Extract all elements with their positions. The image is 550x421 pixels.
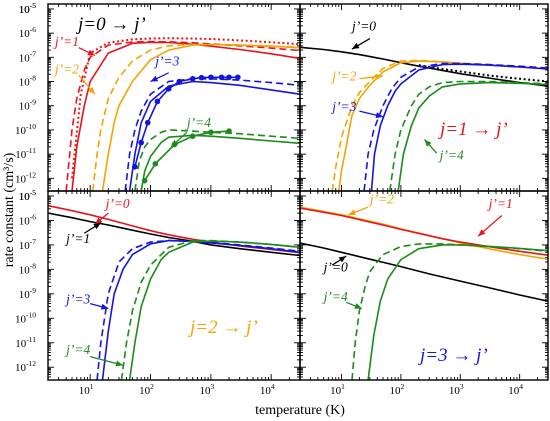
series-label: j’=4	[322, 289, 348, 304]
series-line-j3-solid	[101, 239, 300, 380]
y-tick-label: 10-6	[19, 25, 36, 40]
x-tick-label: 103	[449, 382, 464, 397]
annotation-arrowhead	[354, 303, 362, 309]
series-line-j0-dotted	[418, 64, 548, 83]
series-line-j0-solid	[48, 212, 300, 257]
series-label: j’=1	[64, 231, 90, 246]
y-tick-label: 10-10	[15, 122, 36, 137]
series-label: j’=0	[350, 18, 376, 33]
series-line-j1-solid	[300, 207, 548, 256]
series-label: j’=3	[153, 54, 179, 69]
series-line-j1-solid	[71, 41, 300, 191]
annotation-arrowhead	[87, 49, 95, 56]
series-label: j’=4	[185, 115, 211, 130]
series-line-j4-solid	[367, 244, 548, 380]
series-label: j’=4	[438, 148, 464, 163]
annotation-arrowhead	[100, 303, 109, 310]
x-tick-label: 103	[199, 382, 214, 397]
series-label: j’=1	[487, 196, 513, 211]
series-line-j4-solid	[397, 81, 548, 191]
y-tick-label: 10-8	[19, 261, 36, 276]
y-tick-label: 10-7	[19, 237, 36, 252]
panel-bottom-left: 101 102 103 104 10-12 10-11 10-10 10-9 10-8 10-7 1…	[15, 188, 301, 397]
y-tick-label: 10-11	[15, 146, 36, 161]
series-line-j0-solid	[300, 46, 548, 87]
panel-title: j=2 → j’	[187, 317, 258, 338]
annotation-arrowhead	[88, 86, 95, 95]
annotation-arrowhead	[115, 360, 124, 367]
series-label: j’=0	[322, 260, 348, 275]
data-point-j3	[132, 163, 138, 170]
series-label: j’=4	[64, 342, 90, 357]
y-tick-label: 10-12	[15, 170, 36, 185]
series-line-j4-dashed	[351, 243, 548, 380]
y-tick-label: 10-6	[19, 212, 36, 227]
y-tick-label: 10-9	[19, 286, 36, 301]
series-line-j4-dashed	[120, 239, 300, 380]
x-tick-label: 104	[260, 382, 275, 397]
panel-frame	[299, 190, 549, 381]
marker-line-j4	[144, 130, 230, 182]
y-tick-label: 10-10	[15, 310, 36, 325]
series-label: j’=0	[104, 196, 130, 211]
series-label: j’=3	[330, 99, 356, 114]
annotation-arrowhead	[375, 73, 384, 80]
y-tick-label: 10-8	[19, 74, 36, 89]
panel-top-left: 10-1210-1110-1010-910-810-710-610-510-5j…	[15, 1, 301, 192]
series-line-j3-dashed	[363, 62, 548, 191]
series-label: j’=2	[53, 61, 79, 76]
annotation-arrowhead	[338, 256, 347, 263]
series-line-j0-solid	[300, 242, 548, 302]
y-tick-label: 10-12	[15, 359, 36, 374]
x-tick-label: 101	[79, 382, 94, 397]
x-tick-label: 101	[330, 382, 345, 397]
marker-line-j3	[134, 76, 238, 168]
series-line-j3-dashed	[124, 78, 300, 191]
annotation-arrowhead	[93, 222, 101, 230]
y-tick-label: 10-7	[19, 49, 36, 64]
y-tick-label: 10-11	[15, 335, 36, 350]
series-line-j4-dashed	[389, 80, 548, 191]
series-line-j4-dashed	[134, 129, 300, 191]
y-tick-label: 10-5	[19, 188, 36, 203]
series-line-j4-solid	[128, 240, 300, 380]
annotation-arrowhead	[375, 112, 384, 119]
y-tick-label: 10-5	[19, 1, 36, 16]
series-line-j3-solid	[370, 63, 548, 191]
annotation-arrowhead	[171, 139, 179, 147]
panel-title: j=0 → j’	[75, 14, 146, 35]
series-line-j2-solid	[101, 43, 300, 191]
panel-title: j=3 → j’	[417, 345, 488, 366]
series-label: j’=1	[53, 34, 79, 49]
annotation-arrowhead	[424, 139, 432, 147]
series-label: j’=2	[330, 69, 356, 84]
panel-top-right: j’=0 j’=2 j’=3 j’=4 j=1 → j’	[299, 3, 549, 192]
x-tick-label: 104	[508, 382, 523, 397]
data-point-j4	[226, 128, 232, 134]
y-tick-label: 10-9	[19, 98, 36, 113]
annotation-arrowhead	[150, 75, 159, 82]
panel-bottom-right: 101 102 103 104 j’=2 j’=1 j’=0 j’=4 j=3 → j’	[299, 190, 549, 397]
annotation-arrowhead	[348, 209, 356, 216]
annotation-arrowhead	[351, 42, 360, 50]
x-tick-label: 102	[390, 382, 405, 397]
x-axis-label: temperature (K)	[255, 403, 345, 418]
series-line-j2-dashed	[331, 59, 548, 191]
series-line-j4-solid	[140, 134, 300, 191]
data-point-j3	[235, 74, 241, 81]
panel-title: j=1 → j’	[437, 119, 508, 140]
series-line-j2-dashed	[91, 43, 300, 191]
series-label: j’=2	[368, 191, 394, 206]
annotation-arrowhead	[478, 229, 486, 237]
x-tick-label: 102	[139, 382, 154, 397]
series-line-j1-dashed	[65, 40, 300, 191]
series-label: j’=3	[64, 292, 90, 307]
y-axis-label: rate constant (cm³/s)	[2, 152, 17, 267]
